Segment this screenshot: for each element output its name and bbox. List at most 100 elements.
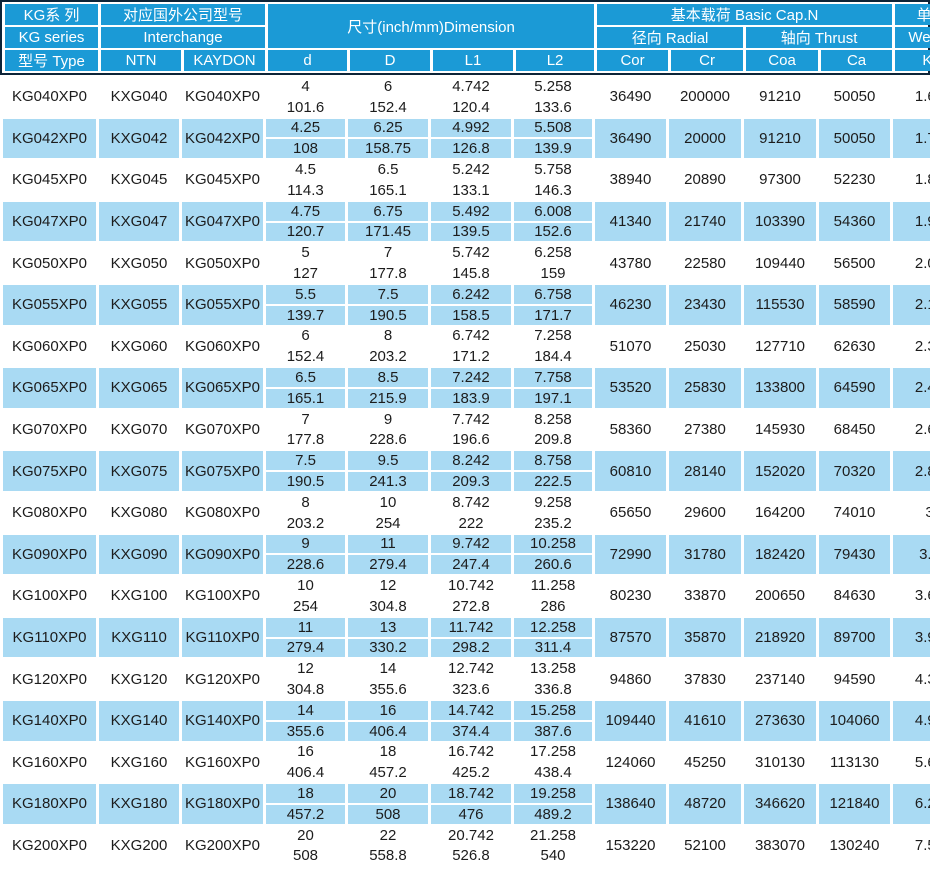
inch-mm-divider [266, 553, 345, 556]
cell-ntn-model: KXG070 [110, 421, 168, 439]
inch-mm-divider [266, 761, 345, 764]
cell-dim-L2: 13.258 336.8 [514, 659, 592, 699]
L2-inch-value: 9.258 [534, 493, 572, 511]
cell-cor: 94860 [609, 670, 652, 688]
L2-inch-value: 8.258 [534, 410, 572, 428]
cell-dim-D: 8 203.2 [348, 327, 428, 367]
inch-mm-divider [431, 802, 511, 805]
D-mm-value: 228.6 [369, 431, 407, 449]
L2-mm-value: 159 [540, 265, 566, 283]
L2-inch-value: 15.258 [530, 701, 576, 719]
D-mm-value: 177.8 [369, 265, 407, 283]
L1-inch-value: 14.742 [448, 701, 494, 719]
d-mm-value: 152.4 [286, 348, 325, 366]
cell-coa: 97300 [759, 171, 801, 189]
cell-cor: 153220 [605, 836, 656, 854]
cell-weight-kg: 2.17 [893, 284, 930, 325]
cell-model-type: KG047XP0 [3, 201, 96, 242]
cell-coa: 91210 [759, 88, 801, 106]
inch-mm-divider [514, 553, 592, 556]
cell-dim-D: 6.5 165.1 [348, 160, 428, 200]
cell-kaydon-model: KG075XP0 [182, 451, 263, 491]
D-mm-value: 158.75 [365, 140, 411, 158]
cell-weight-kg: 4.96 [893, 700, 930, 741]
L1-inch-value: 16.742 [448, 743, 494, 761]
cell-coa: 152020 [744, 451, 816, 491]
header-col-L1: L1 [433, 50, 514, 71]
cell-dim-d: 12 304.8 [266, 659, 345, 699]
cell-coa: 237140 [754, 670, 806, 688]
inch-mm-divider [348, 636, 428, 639]
d-mm-value: 190.5 [286, 473, 325, 491]
inch-mm-divider [514, 220, 592, 223]
cell-coa: 383070 [754, 836, 806, 854]
d-inch-value: 4.75 [290, 202, 321, 220]
d-mm-value: 457.2 [286, 805, 325, 823]
inch-mm-divider [514, 678, 592, 681]
cell-dim-L2: 6.008 152.6 [514, 201, 592, 242]
L2-inch-value: 10.258 [530, 535, 576, 553]
cell-cr: 25030 [684, 337, 726, 355]
cell-cr: 25830 [669, 368, 741, 408]
inch-mm-divider [514, 470, 592, 473]
d-inch-value: 18 [297, 784, 314, 802]
inch-mm-divider [431, 428, 511, 431]
inch-mm-divider [348, 802, 428, 805]
cell-dim-D: 7 177.8 [348, 243, 428, 283]
inch-mm-divider [431, 386, 511, 389]
L2-mm-value: 489.2 [534, 805, 572, 823]
cell-cr: 37830 [684, 670, 726, 688]
cell-ntn-model: KXG050 [110, 254, 168, 272]
cell-ca: 113130 [830, 753, 879, 771]
D-inch-value: 8 [383, 327, 393, 345]
L2-mm-value: 235.2 [534, 514, 572, 532]
L2-inch-value: 6.758 [534, 285, 572, 303]
cell-ca: 70320 [819, 451, 890, 491]
cell-weight-kg: 3 [925, 504, 930, 522]
cell-ntn-model: KXG042 [99, 118, 179, 159]
L1-mm-value: 425.2 [452, 764, 490, 782]
d-mm-value: 114.3 [287, 181, 324, 199]
d-inch-value: 8 [301, 493, 310, 511]
cell-model-type: KG080XP0 [11, 504, 88, 522]
cell-dim-L2: 7.258 184.4 [514, 327, 592, 367]
inch-mm-divider [431, 178, 511, 181]
D-mm-value: 330.2 [369, 639, 407, 657]
cell-dim-D: 22 558.8 [348, 826, 428, 866]
spec-body-table: KG040XP0 KXG040 KG040XP0 4 101.6 6 152.4 [0, 75, 930, 867]
cell-dim-L2: 7.758 197.1 [514, 368, 592, 408]
cell-weight-kg: 3.96 [893, 617, 930, 658]
cell-weight-kg: 3.3 [893, 534, 930, 575]
cell-model-type: KG140XP0 [3, 700, 96, 741]
cell-model-type: KG200XP0 [11, 836, 88, 854]
inch-mm-divider [348, 511, 428, 514]
D-mm-value: 355.6 [369, 681, 407, 698]
cell-dim-d: 10 254 [266, 576, 345, 616]
d-mm-value: 203.2 [286, 514, 325, 532]
cell-dim-d: 6.5 165.1 [266, 368, 345, 408]
inch-mm-divider [348, 220, 428, 223]
table-row: KG080XP0 KXG080 KG080XP0 8 203.2 10 254 [3, 493, 930, 533]
cell-kaydon-model: KG055XP0 [182, 284, 263, 325]
cell-kaydon-model: KG042XP0 [182, 118, 263, 159]
d-mm-value: 508 [292, 847, 319, 865]
cell-ntn-model: KXG080 [110, 504, 168, 522]
L2-inch-value: 7.758 [534, 369, 572, 387]
cell-ca: 62630 [833, 337, 876, 355]
inch-mm-divider [514, 137, 592, 140]
cell-coa: 200650 [754, 587, 806, 605]
L1-inch-value: 12.742 [448, 660, 494, 678]
d-inch-value: 6 [301, 327, 310, 345]
inch-mm-divider [266, 844, 345, 847]
header-col-d: d [268, 50, 348, 71]
L2-mm-value: 197.1 [534, 389, 572, 407]
D-mm-value: 215.9 [369, 389, 407, 407]
D-inch-value: 7.5 [377, 285, 399, 303]
cell-ntn-model: KXG200 [110, 836, 168, 854]
inch-mm-divider [266, 178, 345, 181]
L2-inch-value: 5.258 [534, 77, 572, 95]
cell-coa: 145930 [754, 421, 806, 439]
cell-coa: 164200 [754, 504, 806, 522]
header-thrust: 轴向 Thrust [746, 27, 893, 48]
inch-mm-divider [266, 511, 345, 514]
